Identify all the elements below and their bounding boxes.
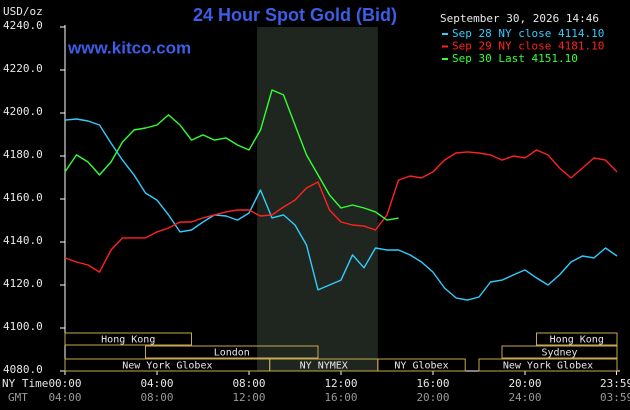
session-label: New York Globex xyxy=(122,361,212,372)
y-tick-label: 4160.0 xyxy=(3,191,43,204)
x-tick-label: 08:00 xyxy=(232,377,265,390)
series-line xyxy=(64,118,618,301)
legend-label: Sep 28 NY close 4114.10 xyxy=(452,27,604,40)
shaded-region xyxy=(257,27,378,371)
y-tick-label: 4180.0 xyxy=(3,148,43,161)
session-label: NY NYMEX xyxy=(300,361,348,372)
x-row-label: NY Time xyxy=(2,377,48,390)
session-label: London xyxy=(214,348,250,359)
session-box xyxy=(64,332,192,346)
legend-label: Sep 30 Last 4151.10 xyxy=(452,52,578,65)
y-tick-label: 4140.0 xyxy=(3,234,43,247)
session-box xyxy=(377,358,466,372)
session-label: Hong Kong xyxy=(101,335,155,346)
x-tick-label: 16:00 xyxy=(416,377,449,390)
session-box xyxy=(536,332,618,346)
x-tick-label: 00:00 xyxy=(48,377,81,390)
session-box xyxy=(145,345,319,359)
y-tick-label: 4100.0 xyxy=(3,320,43,333)
legend-label: Sep 29 NY close 4181.10 xyxy=(452,40,604,53)
x-tick-label-gmt: 04:00 xyxy=(48,391,81,404)
x-tick-label: 12:00 xyxy=(324,377,357,390)
session-box xyxy=(478,358,618,372)
x-tick-label: 04:00 xyxy=(140,377,173,390)
series-line xyxy=(64,149,618,273)
session-label: Hong Kong xyxy=(550,335,604,346)
y-tick-label: 4220.0 xyxy=(3,62,43,75)
site-label: www.kitco.com xyxy=(67,38,191,57)
x-tick-label-gmt: 03:59 xyxy=(600,391,630,404)
x-tick-label-gmt: 08:00 xyxy=(140,391,173,404)
y-tick-label: 4200.0 xyxy=(3,105,43,118)
y-tick-label: 4120.0 xyxy=(3,277,43,290)
x-tick-label-gmt: 20:00 xyxy=(416,391,449,404)
y-tick-label: 4240.0 xyxy=(3,19,43,32)
y-tick-label: 4080.0 xyxy=(3,363,43,376)
x-tick-label-gmt: 16:00 xyxy=(324,391,357,404)
session-label: NY Globex xyxy=(394,361,448,372)
session-label: New York Globex xyxy=(503,361,593,372)
x-tick-label-gmt: 24:00 xyxy=(508,391,541,404)
session-box xyxy=(501,345,618,359)
x-tick-label: 20:00 xyxy=(508,377,541,390)
timestamp: September 30, 2026 14:46 xyxy=(440,12,599,25)
chart-title: 24 Hour Spot Gold (Bid) xyxy=(193,5,397,25)
y-unit: USD/oz xyxy=(3,5,43,18)
x-tick-label-gmt: 12:00 xyxy=(232,391,265,404)
series-line xyxy=(64,89,399,221)
x-tick-label: 23:59 xyxy=(600,377,630,390)
x-row-label: GMT xyxy=(8,391,28,404)
session-label: Sydney xyxy=(541,348,577,359)
